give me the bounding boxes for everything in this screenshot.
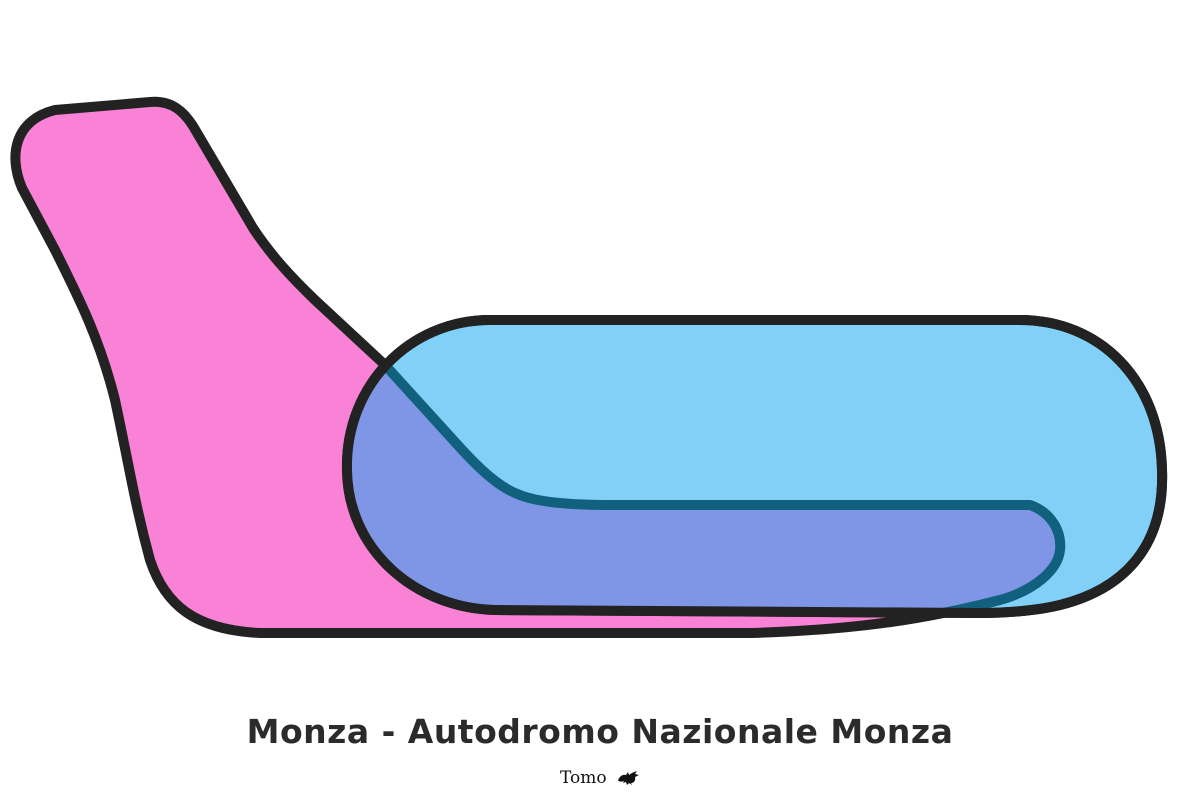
welsh-dragon-icon bbox=[618, 771, 639, 785]
track-title: Monza - Autodromo Nazionale Monza bbox=[246, 712, 954, 751]
signature-text: Tomo bbox=[559, 768, 607, 788]
artist-signature: Tomo bbox=[0, 768, 1200, 788]
